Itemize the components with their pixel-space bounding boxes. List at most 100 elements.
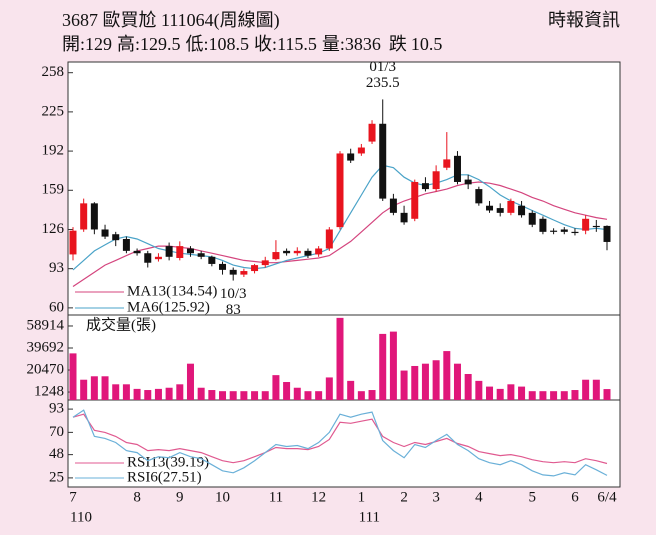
candle-body <box>592 225 600 228</box>
candle-body <box>357 147 365 154</box>
quote-label: 開: <box>62 34 85 54</box>
candle-body <box>101 229 109 237</box>
candle-body <box>133 250 141 254</box>
candle-body <box>283 250 291 254</box>
volume-bar <box>240 391 248 400</box>
candle-body <box>176 246 184 258</box>
volume-bar <box>315 391 323 400</box>
quote-value: 3836 <box>345 34 381 54</box>
y-tick-label: 93 <box>49 401 64 417</box>
legend-label: RSI13(39.19) <box>127 454 209 470</box>
quote-label: 收: <box>254 34 277 54</box>
candle-body <box>293 250 301 254</box>
quote-value: 129.5 <box>140 34 181 54</box>
volume-bar <box>411 365 419 400</box>
x-tick-label: 5 <box>528 489 536 505</box>
volume-bar <box>550 391 558 400</box>
quote-value: 108.5 <box>209 34 250 54</box>
volume-bar <box>144 390 152 400</box>
candle-body <box>443 159 451 168</box>
candle-body <box>582 218 590 231</box>
volume-bar <box>154 388 162 400</box>
volume-bar <box>443 351 451 400</box>
annotation-value: 235.5 <box>366 75 400 91</box>
volume-bar <box>432 360 440 400</box>
candle-body <box>144 253 152 263</box>
candle-body <box>421 183 429 190</box>
candle-body <box>453 155 461 182</box>
quote-value: 129 <box>85 34 112 54</box>
y-tick-label: 93 <box>49 260 64 276</box>
x-tick-label: 6 <box>571 489 579 505</box>
y-tick-label: 60 <box>49 299 64 315</box>
ma-line <box>72 164 608 271</box>
candle-body <box>432 171 440 190</box>
volume-bar <box>90 376 98 400</box>
candle-body <box>165 246 173 257</box>
volume-bar <box>389 331 397 400</box>
rsi-line <box>72 409 608 477</box>
volume-bar <box>368 390 376 400</box>
x-tick-label: 4 <box>475 489 483 505</box>
volume-bar <box>336 317 344 400</box>
candle-body <box>379 123 387 199</box>
volume-bar <box>122 384 130 400</box>
legend-label: MA13(134.54) <box>127 283 217 299</box>
candle-body <box>411 181 419 219</box>
volume-bar <box>592 379 600 400</box>
candle-body <box>229 269 237 275</box>
candle-body <box>219 263 227 270</box>
volume-bar <box>453 363 461 400</box>
candle-body <box>475 189 483 204</box>
y-tick-label: 192 <box>42 143 65 159</box>
volume-panel <box>67 314 621 401</box>
volume-bar <box>261 391 269 400</box>
rsi-line <box>72 413 608 465</box>
candle-body <box>154 256 162 260</box>
y-tick-label: 1248 <box>34 383 64 399</box>
volume-bar <box>112 384 120 400</box>
volume-bar <box>582 379 590 400</box>
quote-label: 高: <box>117 34 140 54</box>
x-tick-label: 3 <box>432 489 440 505</box>
volume-bar <box>325 377 333 400</box>
candle-body <box>80 203 88 230</box>
volume-bar <box>304 391 312 400</box>
y-tick-label: 39692 <box>27 339 65 355</box>
quote-label: 量: <box>322 34 345 54</box>
title: 3687 歐買尬 111064(周線圖) <box>62 10 280 31</box>
volume-bar <box>165 387 173 400</box>
candle-body <box>122 238 130 251</box>
volume-bar <box>133 388 141 400</box>
candle-body <box>507 200 515 213</box>
price-panel <box>67 61 621 316</box>
volume-bar <box>475 380 483 400</box>
y-tick-label: 126 <box>42 221 65 237</box>
volume-bar <box>464 373 472 400</box>
candle-body <box>464 179 472 185</box>
candle-body <box>90 203 98 230</box>
candle-body <box>550 230 558 232</box>
y-tick-label: 20470 <box>27 361 65 377</box>
candle-body <box>347 153 355 161</box>
candle-body <box>368 123 376 142</box>
candle-body <box>560 229 568 232</box>
candle-body <box>272 252 280 260</box>
x-tick-label: 8 <box>133 489 141 505</box>
candle-body <box>603 225 611 242</box>
volume-bar <box>357 391 365 400</box>
candle-body <box>315 248 323 255</box>
rsi-panel <box>67 399 621 488</box>
volume-bar <box>197 387 205 400</box>
x-tick-label: 6/4 <box>597 489 617 505</box>
volume-bar <box>293 387 301 400</box>
volume-bar <box>421 363 429 400</box>
y-tick-label: 25 <box>49 469 64 485</box>
panel-label: 成交量(張) <box>86 315 156 333</box>
annotation-date: 10/3 <box>220 286 247 302</box>
volume-bar <box>496 388 504 400</box>
x-tick-label: 9 <box>176 489 184 505</box>
candle-body <box>336 153 344 228</box>
y-tick-label: 258 <box>42 64 65 80</box>
